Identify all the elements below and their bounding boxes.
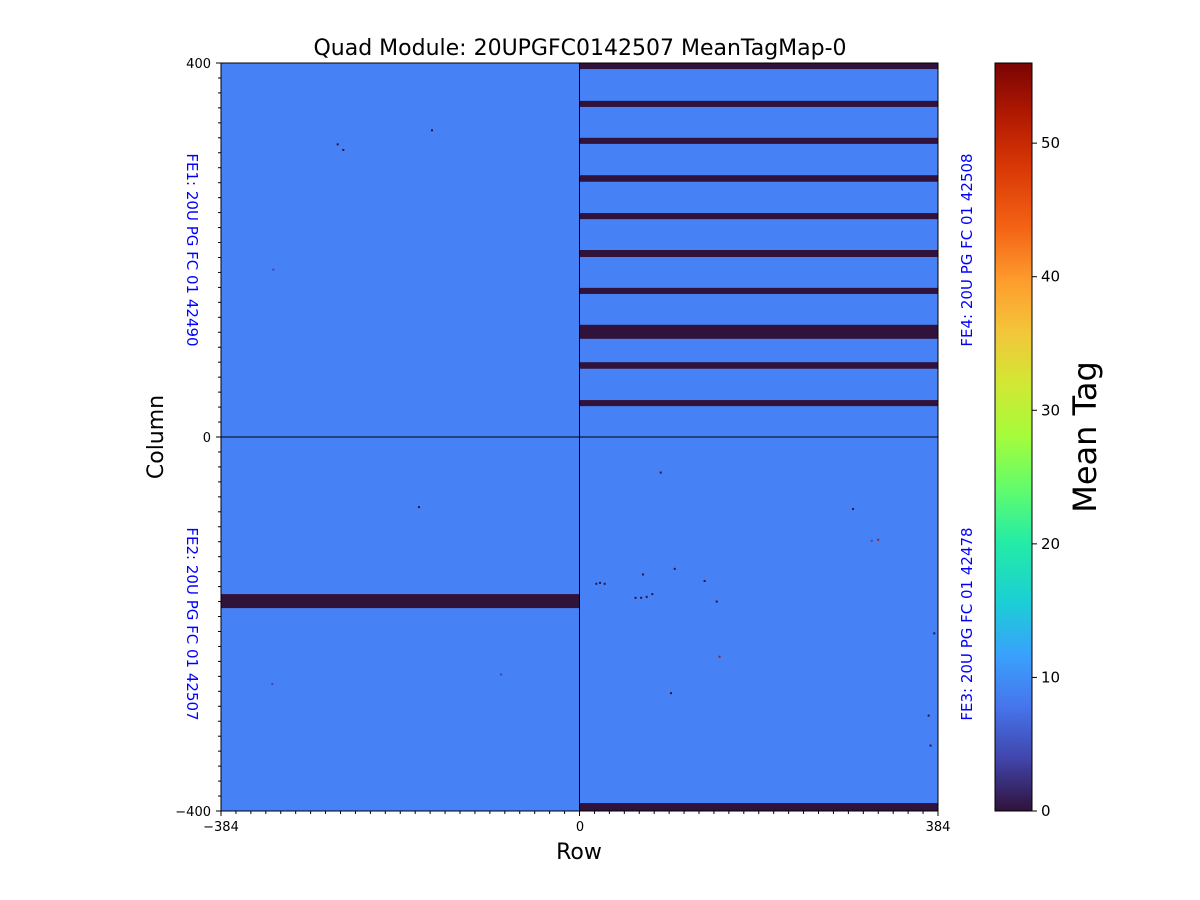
y-tick-label-min: −400 <box>175 805 211 820</box>
pixel-mark <box>500 673 503 676</box>
pixel-mark <box>718 655 721 658</box>
colorbar-tick-label: 50 <box>1041 134 1060 152</box>
x-tick-label-zero: 0 <box>576 820 584 835</box>
dead-band <box>579 287 938 294</box>
pixel-mark <box>599 581 602 584</box>
pixel-mark <box>417 506 420 509</box>
fe4-label: FE4: 20U PG FC 01 42508 <box>958 153 976 346</box>
pixel-mark <box>640 596 643 599</box>
colorbar-tick-label: 40 <box>1041 268 1060 286</box>
dead-band <box>579 400 938 407</box>
frontend-2-region <box>221 437 580 811</box>
dead-band <box>579 63 938 70</box>
pixel-mark <box>929 744 932 747</box>
pixel-mark <box>430 129 433 132</box>
y-tick-label-max: 400 <box>186 57 211 72</box>
pixel-mark <box>336 143 339 146</box>
dead-band <box>579 250 938 258</box>
dead-band <box>579 213 938 220</box>
pixel-mark <box>651 593 654 596</box>
pixel-mark <box>877 538 880 541</box>
colorbar-tick-label: 30 <box>1041 401 1060 419</box>
colorbar <box>994 62 1033 812</box>
fe3-label: FE3: 20U PG FC 01 42478 <box>958 527 976 720</box>
y-tick-label-zero: 0 <box>203 431 211 446</box>
colorbar-tick-label: 20 <box>1041 535 1060 553</box>
pixel-mark <box>715 600 718 603</box>
chart-title: Quad Module: 20UPGFC0142507 MeanTagMap-0 <box>313 36 846 61</box>
pixel-mark <box>645 595 648 598</box>
dead-band <box>221 594 580 609</box>
dead-band <box>579 100 938 107</box>
x-tick-label-min: −384 <box>203 820 239 835</box>
pixel-mark <box>272 268 275 271</box>
colorbar-label: Mean Tag <box>1066 361 1104 513</box>
pixel-mark <box>634 596 637 599</box>
dead-band <box>579 175 938 182</box>
pixel-mark <box>927 714 930 717</box>
fe2-label: FE2: 20U PG FC 01 42507 <box>183 527 201 720</box>
pixel-mark <box>595 582 598 585</box>
pixel-mark <box>870 539 873 542</box>
x-axis-label: Row <box>556 840 602 865</box>
colorbar-tick-label: 0 <box>1041 802 1051 820</box>
frontend-3-region <box>579 437 938 811</box>
pixel-mark <box>271 682 274 685</box>
dead-band <box>579 362 938 369</box>
heatmap-plot-area <box>221 63 938 811</box>
fe1-label: FE1: 20U PG FC 01 42490 <box>183 153 201 346</box>
pixel-mark <box>641 573 644 576</box>
dead-band <box>579 803 938 811</box>
pixel-mark <box>933 632 936 635</box>
axes <box>216 62 939 816</box>
pixel-mark <box>342 148 345 151</box>
dead-band <box>579 137 938 144</box>
pixel-mark <box>603 582 606 585</box>
pixel-mark <box>673 567 676 570</box>
pixel-mark <box>669 692 672 695</box>
pixel-mark <box>852 507 855 510</box>
x-tick-label-max: 384 <box>926 820 951 835</box>
pixel-mark <box>659 471 662 474</box>
colorbar-tick-label: 10 <box>1041 668 1060 686</box>
frontend-1-region <box>221 63 580 437</box>
y-axis-label: Column <box>144 395 169 479</box>
dead-band <box>579 324 938 339</box>
pixel-mark <box>703 579 706 582</box>
colorbar-ticks: 0 10 20 30 40 50 <box>1032 134 1060 820</box>
